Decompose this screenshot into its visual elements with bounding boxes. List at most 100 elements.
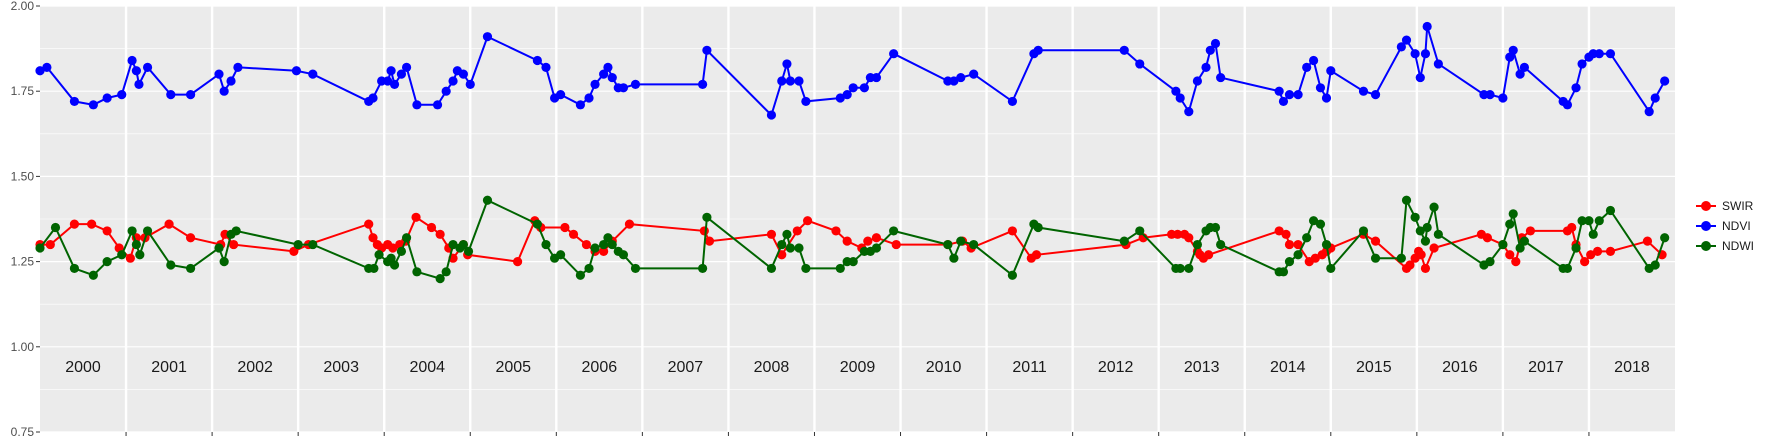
year-label: 2012 [1098,359,1134,376]
data-point-ndvi [1326,66,1336,76]
series-ndvi [35,21,1670,120]
data-point-swir [69,219,80,229]
series-layer [35,21,1670,284]
data-point-ndwi [1401,195,1412,205]
data-point-swir [1173,229,1183,239]
data-point-ndvi [1278,96,1289,107]
year-label: 2009 [840,359,876,376]
year-label: 2008 [754,359,790,376]
data-point-ndwi [1571,243,1581,253]
data-point-ndwi [374,250,384,260]
data-point-ndwi [599,239,609,250]
data-point-swir [842,236,852,246]
data-point-ndvi [1401,35,1412,45]
data-point-ndwi [603,233,613,243]
data-point-ndwi [1422,222,1432,233]
data-point-ndwi [1321,239,1332,250]
data-point-ndvi [1562,100,1573,110]
year-label: 2000 [65,359,101,376]
data-point-swir [1420,263,1431,274]
legend: SWIR NDVI NDWI [1696,199,1754,253]
data-point-swir [568,229,579,239]
data-point-ndwi [231,226,241,236]
data-point-ndvi [214,69,224,79]
year-label: 2018 [1614,359,1650,376]
data-point-ndvi [1192,76,1203,86]
data-point-ndvi [432,100,443,110]
data-point-swir [1293,239,1303,250]
data-point-ndvi [1308,55,1319,66]
data-point-ndwi [142,226,153,236]
data-point-ndvi [102,93,112,103]
data-point-ndwi [369,263,379,274]
data-point-ndvi [1508,45,1518,55]
data-point-ndwi [463,246,474,256]
legend-item-ndvi: NDVI [1696,219,1751,233]
data-point-ndwi [1370,253,1381,263]
data-point-ndvi [166,90,176,100]
data-point-swir [792,226,802,236]
data-point-swir [1184,233,1194,243]
data-point-ndvi [702,45,712,55]
data-point-ndwi [69,263,80,274]
data-point-ndvi [1515,69,1525,79]
data-point-ndwi [441,267,451,277]
y-tick-label: 1.25 [11,255,35,269]
data-point-swir [1281,229,1291,239]
year-label: 2016 [1442,359,1478,376]
minor-gridlines [40,48,1675,390]
data-point-swir [185,233,196,243]
data-point-swir [426,222,437,233]
data-point-ndwi [1594,216,1604,226]
data-point-ndvi [448,76,458,86]
data-point-swir [1605,246,1616,256]
data-point-ndvi [794,76,804,86]
data-point-ndvi [389,79,400,89]
year-label: 2007 [668,359,704,376]
data-point-swir [164,219,174,229]
data-point-swir [388,243,398,253]
data-point-swir [891,239,901,250]
year-label: 2004 [409,359,445,376]
data-point-ndwi [618,250,629,260]
data-point-swir [1405,260,1415,270]
data-point-ndwi [412,267,422,277]
data-point-swir [599,246,609,256]
year-label: 2014 [1270,359,1306,376]
data-point-ndwi [969,239,979,250]
data-point-swir [1511,257,1521,267]
data-point-ndvi [117,90,127,100]
data-point-swir [411,212,421,222]
data-point-ndwi [541,239,551,250]
data-point-ndvi [698,79,708,89]
data-point-swir [699,226,709,236]
data-point-swir [512,257,523,267]
data-point-ndwi [293,239,303,250]
data-point-ndwi [386,253,396,263]
data-point-ndvi [1302,62,1312,72]
data-point-swir [1274,226,1284,236]
data-point-swir [125,253,135,263]
data-point-ndvi [1420,49,1431,59]
data-point-swir [1007,226,1017,236]
year-label: 2003 [323,359,359,376]
data-point-ndwi [50,222,61,233]
data-point-ndvi [603,62,613,72]
data-point-swir [45,239,55,250]
data-point-swir [1580,257,1590,267]
y-tick-label: 1.00 [11,340,35,354]
data-point-ndwi [1508,209,1518,219]
data-point-ndwi [1358,226,1369,236]
data-point-ndvi [1284,90,1295,100]
data-point-ndvi [969,69,979,79]
data-point-ndvi [383,76,393,86]
data-point-swir [777,250,787,260]
data-point-swir [1416,250,1426,260]
data-point-ndvi [69,96,80,107]
year-label: 2013 [1184,359,1220,376]
data-point-ndvi [127,55,137,66]
data-point-ndwi [102,257,112,267]
data-point-ndwi [794,243,804,253]
data-point-ndvi [859,83,869,93]
